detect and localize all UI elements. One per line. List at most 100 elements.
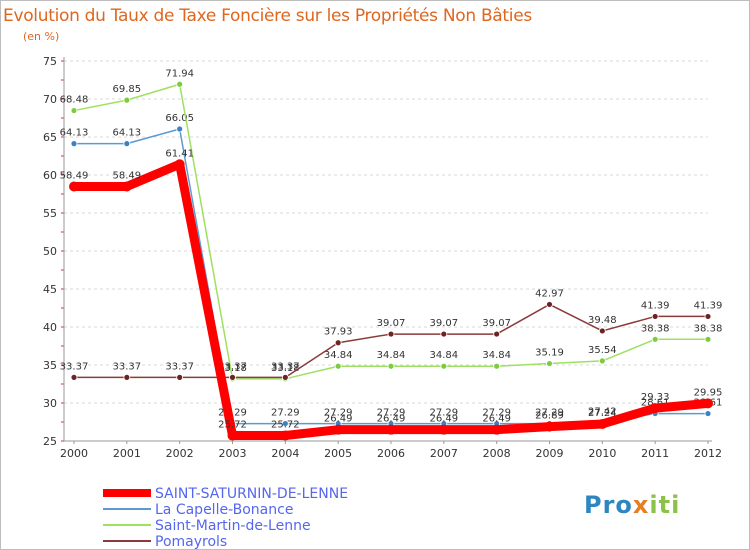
series-la-capelle-bonance: 64.13 64.13 66.05 27.29 27.29 27.29 27.29 27.29… (60, 113, 722, 427)
legend-item: Pomayrols (103, 534, 227, 549)
data-label: 29.95 (694, 387, 723, 398)
data-label: 27.29 (324, 408, 353, 419)
x-tick-label: 2008 (483, 447, 511, 460)
y-tick-label: 65 (43, 131, 57, 144)
data-label: 58.49 (60, 170, 89, 181)
data-label: 35.19 (535, 348, 564, 359)
data-label: 34.84 (430, 350, 459, 361)
data-point (493, 362, 501, 370)
data-label: 68.48 (60, 95, 89, 106)
y-tick-label: 70 (43, 93, 57, 106)
data-label: 64.13 (113, 128, 142, 139)
legend-label: La Capelle-Bonance (155, 502, 293, 518)
data-point (70, 107, 78, 114)
data-label: 33.18 (271, 363, 300, 374)
x-tick-label: 2009 (536, 447, 564, 460)
data-label: 26.49 (430, 414, 459, 425)
chart-title: Evolution du Taux de Taxe Foncière sur l… (3, 6, 532, 26)
data-point (123, 140, 131, 148)
data-label: 33.37 (165, 361, 194, 372)
data-point (598, 327, 606, 335)
data-label: 42.97 (535, 288, 564, 299)
x-tick-label: 2007 (430, 447, 458, 460)
data-label: 26.49 (482, 414, 511, 425)
y-tick-label: 60 (43, 169, 57, 182)
data-label: 33.37 (113, 361, 142, 372)
data-point (546, 301, 553, 308)
x-tick-label: 2010 (588, 447, 616, 460)
data-label: 33.18 (218, 363, 247, 374)
data-label: 71.94 (165, 68, 194, 79)
data-label: 39.07 (430, 318, 459, 329)
data-label: 27.29 (535, 408, 564, 419)
y-tick-label: 30 (43, 397, 57, 410)
data-label: 26.89 (535, 411, 564, 422)
y-tick-label: 40 (43, 321, 57, 334)
data-point (281, 373, 289, 381)
data-label: 27.42 (588, 407, 617, 418)
data-label: 27.29 (377, 408, 406, 419)
data-label: 34.84 (482, 350, 511, 361)
series-pomayrols: 33.37 33.37 33.37 33.37 33.37 37.93 39.07 39.07… (60, 288, 722, 381)
data-point (387, 362, 395, 370)
y-tick-label: 75 (43, 55, 57, 68)
data-label: 34.84 (324, 350, 353, 361)
y-axis-unit: (en %) (23, 30, 60, 43)
data-point (229, 373, 236, 381)
proxiti-logo: Proxiti (584, 491, 680, 519)
data-point (650, 403, 661, 414)
data-point (440, 362, 448, 370)
data-label: 33.37 (271, 361, 300, 372)
data-point (70, 140, 78, 148)
x-tick-label: 2006 (377, 447, 405, 460)
data-point (597, 418, 608, 429)
y-tick-label: 35 (43, 359, 57, 372)
data-point (69, 181, 79, 192)
data-label: 27.29 (482, 408, 511, 419)
data-point (176, 373, 184, 381)
data-point (334, 339, 342, 347)
data-label: 39.07 (377, 318, 406, 329)
legend-item: SAINT-SATURNIN-DE-LENNE (103, 486, 348, 502)
logo-part-x: x (632, 491, 650, 519)
series-line (74, 159, 709, 441)
x-tick-label: 2000 (60, 447, 88, 460)
data-label: 38.38 (641, 323, 670, 334)
data-point (598, 357, 606, 365)
x-tick-label: 2012 (694, 447, 722, 460)
data-label: 27.29 (271, 408, 300, 419)
data-label: 61.41 (165, 148, 194, 159)
series-saint-saturnin-de-lenne: 58.49 58.49 61.41 25.72 25.72 26.49 26.49 26.49… (60, 148, 723, 441)
data-point (334, 362, 342, 370)
data-label: 38.38 (694, 323, 723, 334)
legend-label: SAINT-SATURNIN-DE-LENNE (155, 486, 348, 502)
y-tick-label: 25 (43, 435, 57, 448)
data-label: 37.93 (324, 327, 353, 338)
legend-item: Saint-Martin-de-Lenne (103, 518, 311, 534)
data-label: 64.13 (60, 128, 89, 139)
data-label: 26.49 (377, 414, 406, 425)
data-point (651, 313, 659, 320)
data-point (387, 330, 395, 338)
data-label: 25.72 (218, 420, 247, 431)
data-point (123, 96, 131, 104)
data-label: 66.05 (165, 113, 194, 124)
data-point (70, 373, 78, 381)
data-point (227, 430, 238, 441)
x-tick-label: 2002 (166, 447, 194, 460)
data-point (704, 313, 712, 320)
logo-part-iti: iti (649, 491, 681, 519)
data-point (333, 424, 344, 435)
data-point (438, 424, 449, 435)
data-point (493, 330, 501, 338)
plot-area: 64.13 64.13 66.05 27.29 27.29 27.29 27.29 27.29… (60, 68, 723, 441)
data-label: 27.24 (588, 408, 617, 419)
x-tick-label: 2005 (324, 447, 352, 460)
data-label: 58.49 (113, 170, 142, 181)
data-point (123, 373, 131, 381)
y-tick-label: 55 (43, 207, 57, 220)
data-point (651, 335, 659, 343)
